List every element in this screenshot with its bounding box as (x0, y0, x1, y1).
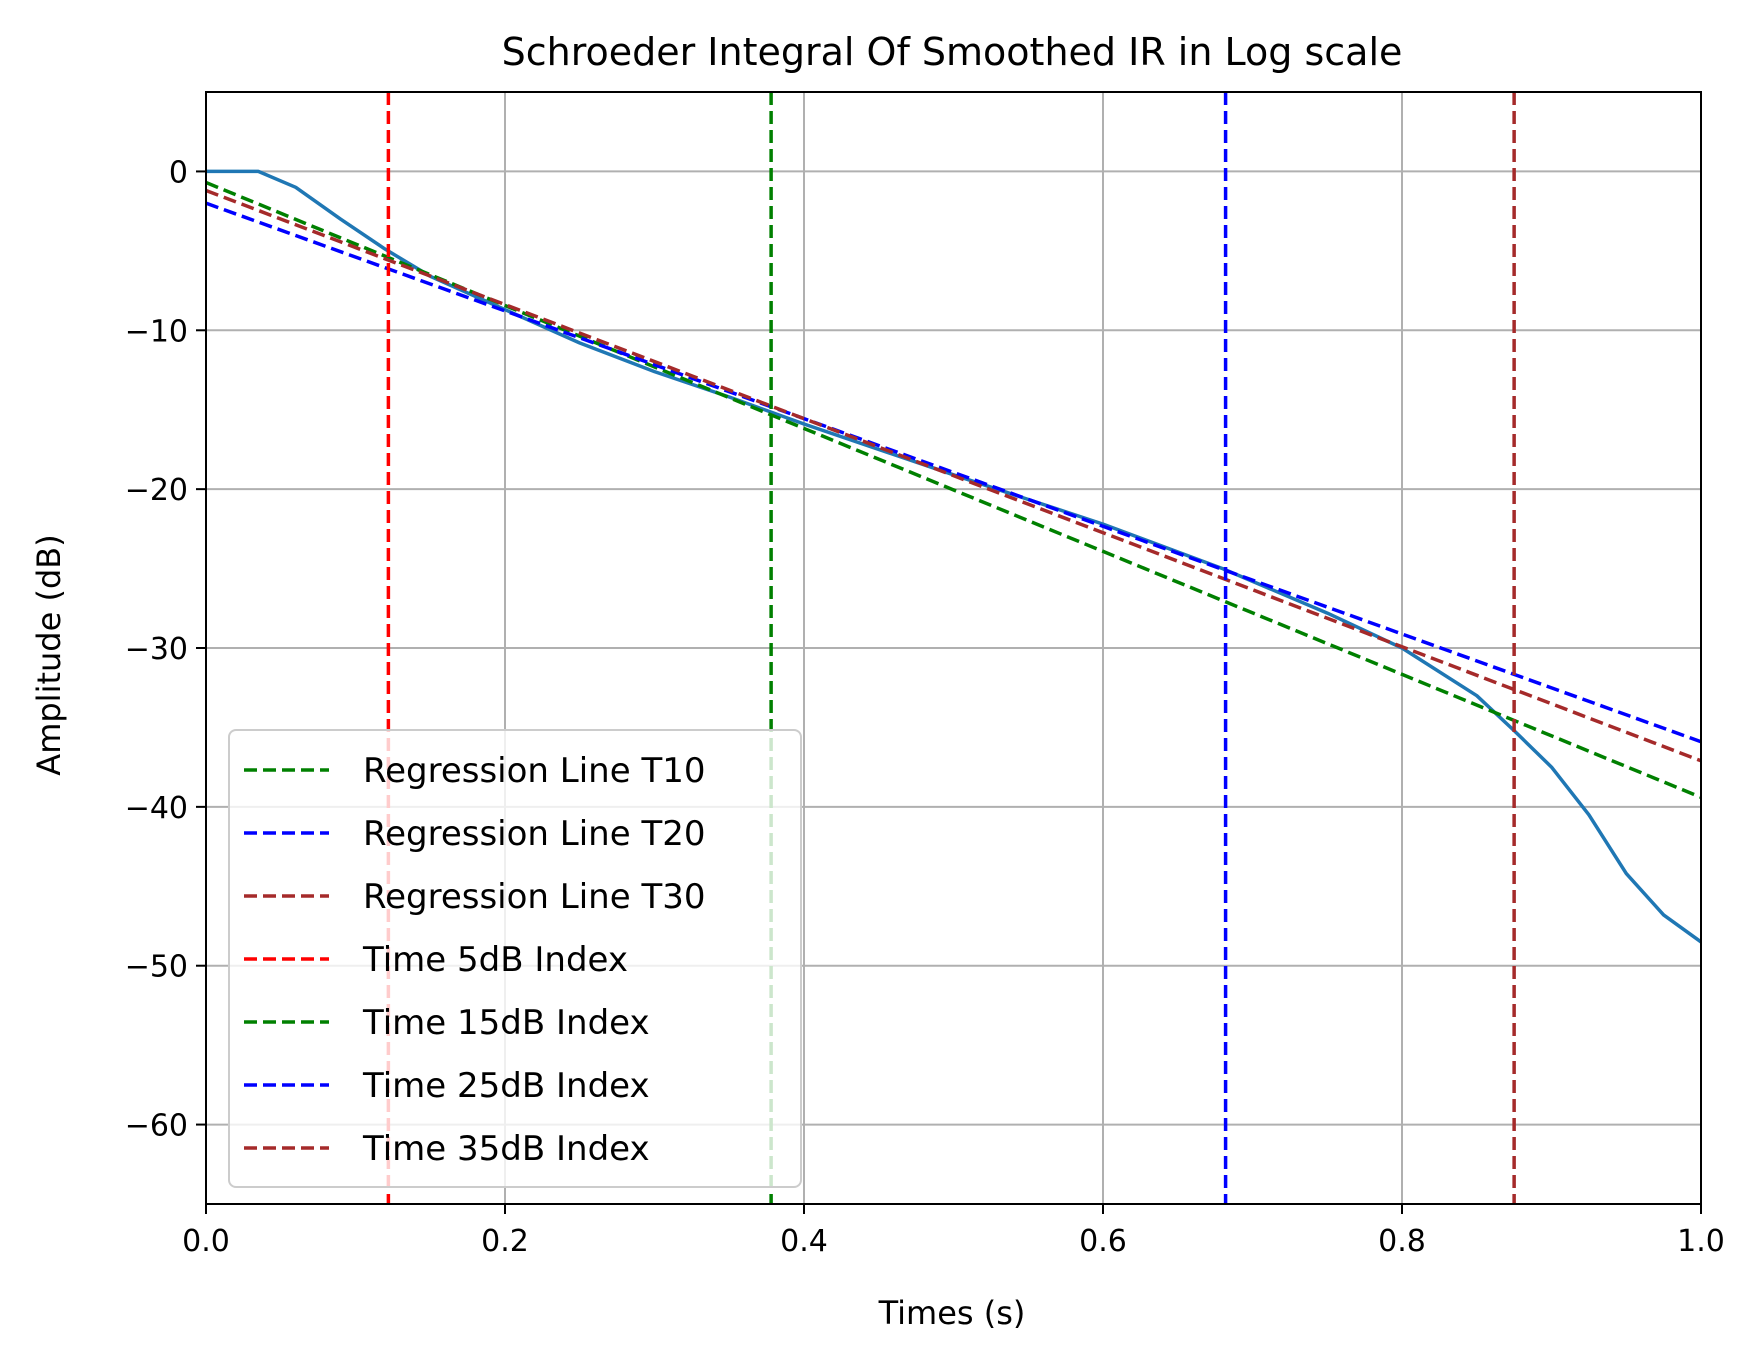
legend-entry-label: Regression Line T30 (363, 877, 705, 917)
y-tick-label: 0 (169, 155, 188, 190)
y-axis-label: Amplitude (dB) (30, 534, 68, 775)
y-tick-label: −60 (125, 1109, 188, 1144)
x-tick-label: 0.8 (1378, 1224, 1426, 1259)
plot-area (206, 92, 1701, 1204)
legend-entry-label: Time 25dB Index (362, 1066, 650, 1106)
y-axis: 0 −10 −20 −30 −40 −50 −60 (125, 155, 206, 1144)
y-tick-label: −30 (125, 632, 188, 667)
legend-entry-label: Regression Line T10 (363, 751, 705, 791)
legend-entry-label: Time 35dB Index (362, 1129, 650, 1169)
x-axis-label: Times (s) (878, 1294, 1026, 1332)
regression-line-3 (206, 188, 1701, 763)
y-tick-label: −40 (125, 791, 188, 826)
legend-entry-label: Time 15dB Index (362, 1003, 650, 1043)
x-axis: 0.0 0.2 0.4 0.6 0.8 1.0 (182, 1204, 1725, 1259)
x-tick-label: 0.4 (780, 1224, 828, 1259)
y-tick-label: −50 (125, 950, 188, 985)
legend: Regression Line T10 Regression Line T20 Re… (228, 729, 802, 1188)
x-tick-label: 0.0 (182, 1224, 230, 1259)
x-tick-label: 0.6 (1079, 1224, 1127, 1259)
series-group (206, 92, 1701, 1204)
y-tick-label: −10 (125, 314, 188, 349)
x-tick-label: 0.2 (481, 1224, 529, 1259)
legend-entry-label: Regression Line T20 (363, 814, 705, 854)
grid (205, 92, 1702, 1204)
chart-title: Schroeder Integral Of Smoothed IR in Log… (502, 30, 1403, 74)
y-tick-label: −20 (125, 473, 188, 508)
legend-entry-label: Time 5dB Index (362, 940, 628, 980)
x-tick-label: 1.0 (1677, 1224, 1725, 1259)
legend-box (228, 729, 802, 1188)
